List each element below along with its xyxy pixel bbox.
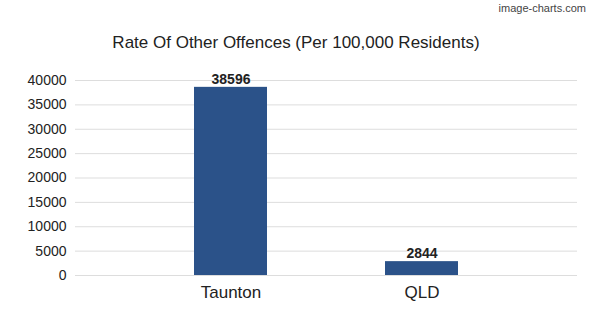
html-text:image-charts.com: image-charts.com bbox=[498, 2, 586, 14]
svg-text:Taunton: Taunton bbox=[201, 283, 262, 302]
svg-text:2844: 2844 bbox=[406, 245, 437, 261]
html-text:Rate Of Other Offences (Per 10: Rate Of Other Offences (Per 100,000 Resi… bbox=[112, 33, 480, 52]
svg-text:15000: 15000 bbox=[28, 194, 67, 210]
svg-text:40000: 40000 bbox=[28, 72, 67, 88]
svg-text:35000: 35000 bbox=[28, 96, 67, 112]
svg-text:30000: 30000 bbox=[28, 121, 67, 137]
svg-text:0: 0 bbox=[59, 267, 67, 283]
svg-text:20000: 20000 bbox=[28, 169, 67, 185]
svg-text:25000: 25000 bbox=[28, 145, 67, 161]
svg-text:38596: 38596 bbox=[212, 71, 251, 87]
svg-text:10000: 10000 bbox=[28, 218, 67, 234]
svg-text:5000: 5000 bbox=[35, 243, 66, 259]
svg-text:QLD: QLD bbox=[405, 283, 440, 302]
